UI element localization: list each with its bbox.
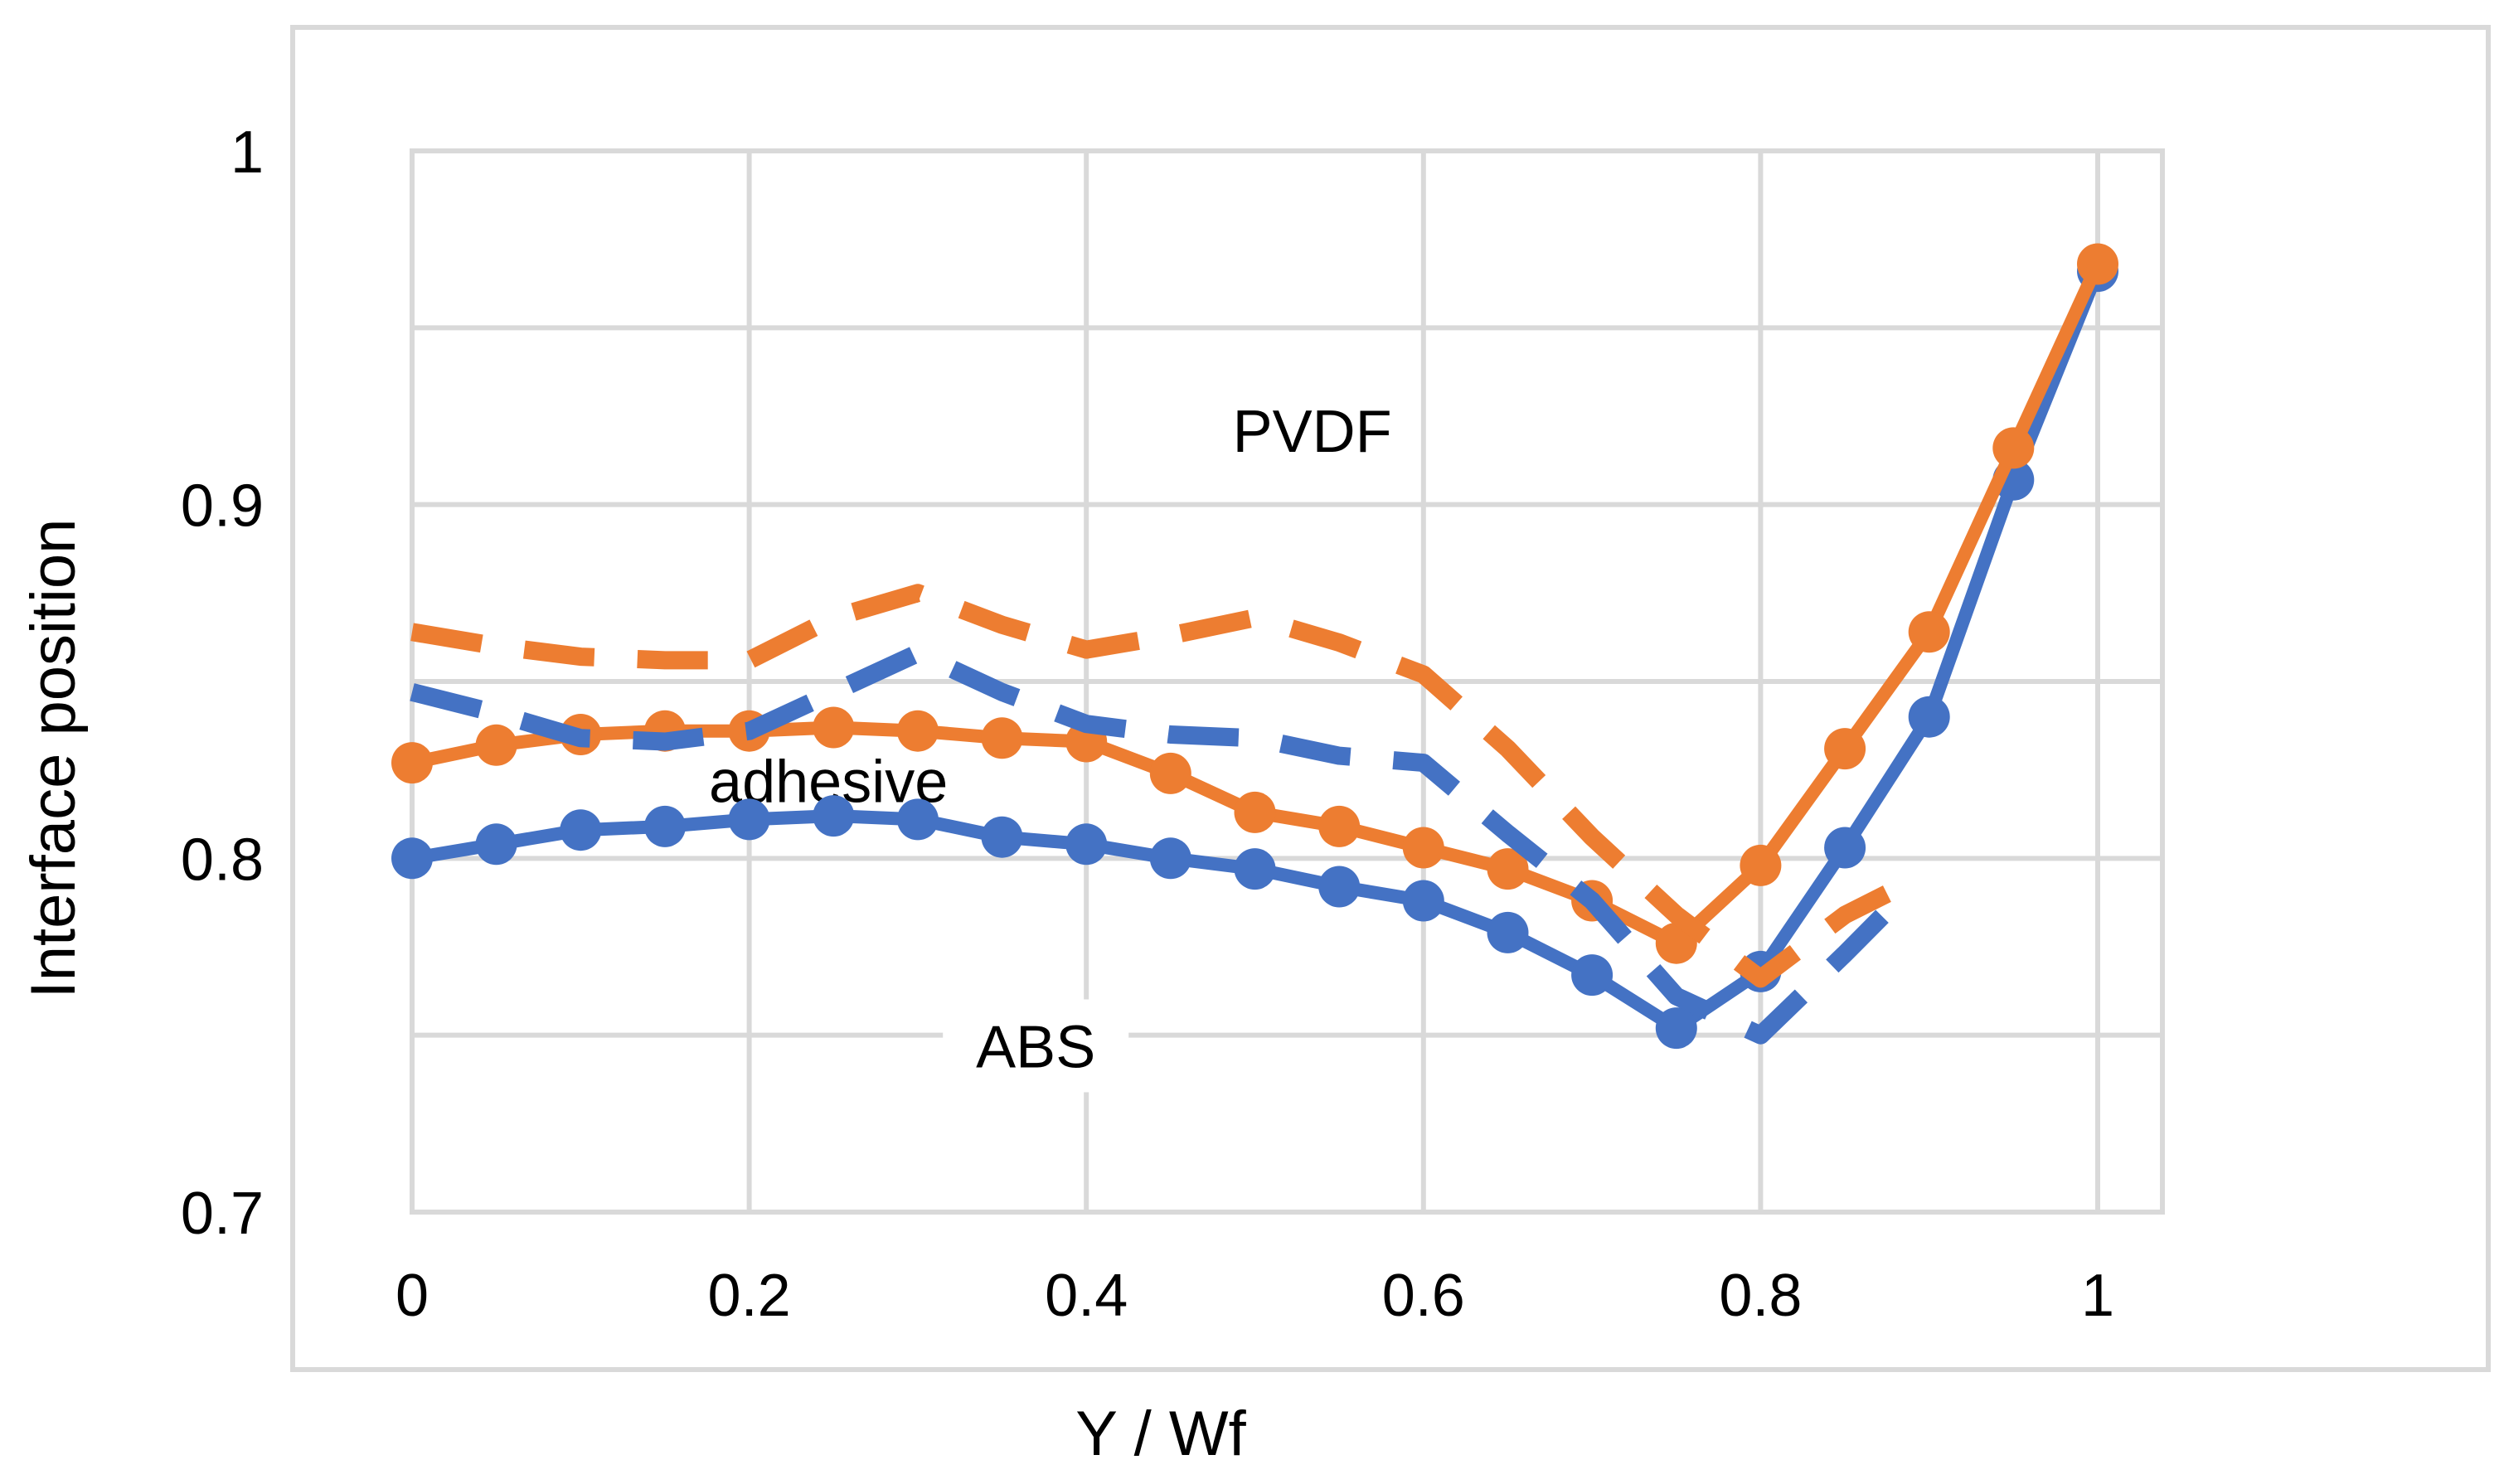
series-marker-orange-solid [475,724,517,766]
y-axis-tick-label: 1 [231,119,264,186]
series-marker-blue-solid [560,809,602,851]
series-marker-blue-solid [1571,954,1614,997]
series-marker-orange-solid [1908,611,1950,653]
annotation-background [1203,384,1421,478]
x-axis-tick-label: 0.4 [1045,1263,1128,1329]
series-marker-orange-solid [981,717,1023,759]
series-marker-orange-solid [1318,805,1361,847]
series-marker-orange-solid [1487,848,1529,890]
series-marker-orange-solid [1992,427,2035,469]
series-marker-orange-solid [1234,791,1276,833]
series-marker-orange-solid [2077,243,2118,285]
series-marker-blue-solid [1234,848,1276,890]
series-marker-orange-solid [896,710,939,752]
series-marker-orange-solid [1740,844,1782,886]
series-marker-blue-solid [1318,866,1361,908]
series-marker-blue-solid [1655,1007,1697,1050]
y-axis-tick-label: 0.9 [181,473,264,540]
series-line-orange-dashed [410,584,1891,988]
series-marker-orange-solid [1824,728,1866,770]
series-marker-blue-solid [1824,827,1866,869]
x-axis-tick-label: 0.8 [1719,1263,1802,1329]
series-marker-blue-solid [1065,823,1108,866]
series-marker-blue-solid [813,795,855,837]
annotation-background [943,999,1129,1093]
series-marker-blue-solid [896,798,939,841]
series-marker-blue-solid [728,798,770,841]
series-marker-orange-solid [1402,827,1444,869]
series-marker-blue-solid [1908,696,1950,738]
y-axis-tick-label: 0.7 [181,1181,264,1247]
x-axis-tick-label: 0.2 [708,1263,791,1329]
series-marker-blue-solid [1487,911,1529,953]
series-marker-blue-solid [981,816,1023,858]
plot-area-border [410,148,2165,1215]
series-marker-orange-solid [391,742,433,784]
series-marker-blue-solid [475,823,517,866]
annotation-label: ABS [976,1014,1095,1080]
annotation-label: PVDF [1233,399,1392,465]
series-marker-blue-solid [391,837,433,880]
series-marker-orange-solid [813,706,855,749]
x-axis-tick-label: 1 [2081,1263,2114,1329]
chart-frame [290,25,2491,1372]
series-marker-blue-solid [644,805,686,847]
series-marker-blue-solid [1402,880,1444,922]
x-axis-tick-label: 0.6 [1382,1263,1465,1329]
y-axis-tick-label: 0.8 [181,827,264,893]
series-line-blue-dashed [410,643,1894,1045]
series-marker-orange-solid [1149,752,1191,794]
x-axis-tick-label: 0 [395,1263,429,1329]
x-axis-title: Y / Wf [1075,1399,1246,1469]
series-marker-blue-solid [1149,837,1191,880]
y-axis-title: Interface position [18,519,89,999]
